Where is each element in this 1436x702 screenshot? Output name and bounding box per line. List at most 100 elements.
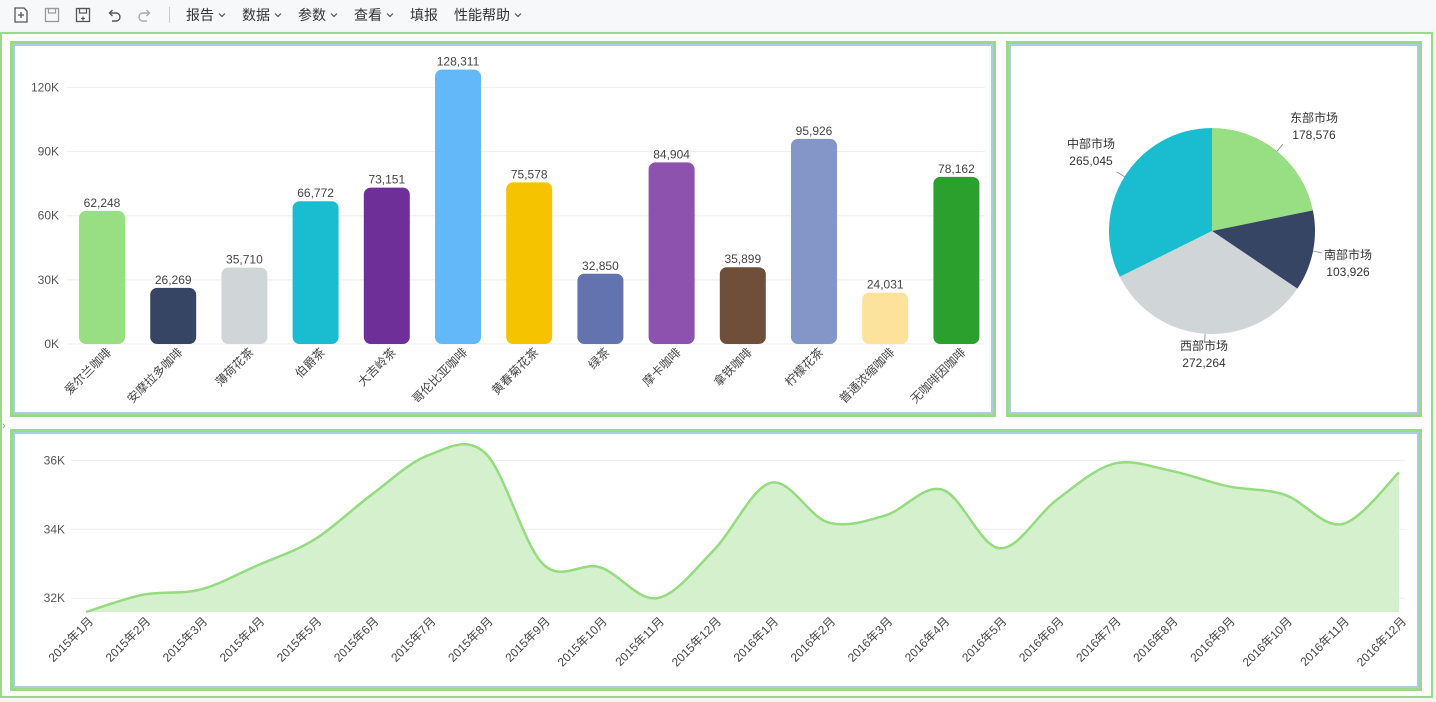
pie-chart-panel[interactable]: 东部市场 178,576 南部市场 103,926 西部市场 272,264 中部市场 265… xyxy=(1006,41,1422,417)
toolbar: 报告 数据 参数 查看 填报 性能帮助 xyxy=(0,0,1436,30)
chevron-down-icon xyxy=(218,13,226,18)
menu-fill-report[interactable]: 填报 xyxy=(410,7,438,23)
x-tick-label: 2016年1月 xyxy=(731,614,781,664)
pie-leader-line xyxy=(1312,250,1322,254)
x-tick-label: 2016年10月 xyxy=(1240,614,1295,669)
menu-report[interactable]: 报告 xyxy=(186,5,226,25)
x-tick-label: 2015年2月 xyxy=(103,614,153,664)
x-tick-label: 2015年6月 xyxy=(331,614,381,664)
bar-value-label: 24,031 xyxy=(867,278,904,292)
area-chart-panel[interactable]: 32K 34K 36K 2015年1月 2015年2月 2015年3月 2015年4月 201… xyxy=(10,429,1422,691)
bar-value-label: 66,772 xyxy=(297,186,334,200)
bar xyxy=(292,201,339,344)
bar-value-label: 75,578 xyxy=(511,167,548,181)
x-tick-label: 爱尔兰咖啡 xyxy=(61,345,114,398)
y-tick-label: 60K xyxy=(38,209,59,223)
save-as-icon[interactable] xyxy=(73,5,93,25)
x-tick-label: 2015年4月 xyxy=(217,614,267,664)
bar-value-label: 35,899 xyxy=(724,252,761,266)
bar-value-label: 62,248 xyxy=(84,196,121,210)
pie-slice xyxy=(1212,210,1315,289)
x-tick-label: 2016年3月 xyxy=(845,614,895,664)
pie-category-label: 西部市场 xyxy=(1180,338,1228,353)
bar xyxy=(506,182,553,344)
x-tick-label: 摩卡咖啡 xyxy=(639,345,684,390)
x-tick-label: 2015年8月 xyxy=(445,614,495,664)
chevron-down-icon xyxy=(514,13,522,18)
menu-parameters[interactable]: 参数 xyxy=(298,5,338,25)
bar-value-label: 78,162 xyxy=(938,162,975,176)
x-tick-label: 2015年10月 xyxy=(555,614,610,669)
x-tick-label: 2015年1月 xyxy=(46,614,96,664)
x-tick-label: 哥伦比亚咖啡 xyxy=(409,345,471,407)
menu-view[interactable]: 查看 xyxy=(354,5,394,25)
x-tick-label: 绿茶 xyxy=(585,345,613,373)
save-icon[interactable] xyxy=(42,5,62,25)
pie-slice xyxy=(1119,231,1298,335)
bar-value-label: 35,710 xyxy=(226,253,263,267)
x-tick-label: 2015年9月 xyxy=(502,614,552,664)
bar xyxy=(577,273,624,344)
x-tick-label: 2015年7月 xyxy=(388,614,438,664)
pie-value-label: 265,045 xyxy=(1069,154,1113,168)
menu-data[interactable]: 数据 xyxy=(242,5,282,25)
x-tick-label: 柠檬花茶 xyxy=(782,345,827,390)
y-tick-label: 34K xyxy=(44,522,65,536)
pie-chart: 东部市场 178,576 南部市场 103,926 西部市场 272,264 中部市场 265… xyxy=(1067,110,1372,370)
new-report-icon[interactable] xyxy=(11,5,31,25)
x-tick-label: 2016年7月 xyxy=(1073,614,1123,664)
pie-leader-line xyxy=(1204,333,1206,343)
chevron-down-icon xyxy=(274,13,282,18)
pie-category-label: 东部市场 xyxy=(1290,110,1338,125)
x-tick-label: 2015年11月 xyxy=(612,614,667,669)
x-tick-label: 大吉岭茶 xyxy=(354,345,399,390)
x-tick-label: 2016年8月 xyxy=(1130,614,1180,664)
bar-chart-panel[interactable]: 0K 30K 60K 90K 120K 62,248 爱尔兰咖啡 26,269 安摩拉多咖啡 35… xyxy=(10,41,996,417)
x-tick-label: 拿铁咖啡 xyxy=(710,345,755,390)
y-tick-label: 0K xyxy=(44,337,59,351)
undo-icon[interactable] xyxy=(104,5,124,25)
y-tick-label: 36K xyxy=(44,453,65,467)
pie-slice xyxy=(1109,128,1212,277)
bar xyxy=(221,267,268,344)
bar xyxy=(719,267,766,344)
chevron-right-icon[interactable]: › xyxy=(2,420,6,432)
x-tick-label: 2015年3月 xyxy=(160,614,210,664)
menu-performance-help[interactable]: 性能帮助 xyxy=(454,5,522,25)
pie-value-label: 272,264 xyxy=(1182,356,1226,370)
bar xyxy=(435,69,481,344)
x-tick-label: 无咖啡因咖啡 xyxy=(907,345,969,407)
pie-slice xyxy=(1212,128,1313,231)
y-tick-label: 30K xyxy=(38,273,59,287)
chevron-down-icon xyxy=(330,13,338,18)
pie-value-label: 178,576 xyxy=(1292,128,1336,142)
y-tick-label: 90K xyxy=(38,145,59,159)
bar-value-label: 73,151 xyxy=(368,173,405,187)
redo-icon[interactable] xyxy=(135,5,155,25)
y-tick-label: 32K xyxy=(44,591,65,605)
x-tick-label: 2016年9月 xyxy=(1187,614,1237,664)
pie-value-label: 103,926 xyxy=(1326,265,1370,279)
pie-category-label: 中部市场 xyxy=(1067,136,1115,151)
x-tick-label: 伯爵茶 xyxy=(292,345,328,381)
chevron-down-icon xyxy=(386,13,394,18)
x-tick-label: 2016年12月 xyxy=(1354,614,1409,669)
x-tick-label: 2016年6月 xyxy=(1016,614,1066,664)
bar-value-label: 84,904 xyxy=(653,147,690,161)
x-tick-label: 2016年11月 xyxy=(1297,614,1352,669)
x-tick-label: 2016年5月 xyxy=(959,614,1009,664)
bar-value-label: 128,311 xyxy=(437,55,480,69)
x-tick-label: 安摩拉多咖啡 xyxy=(124,345,186,407)
bar-chart: 0K 30K 60K 90K 120K 62,248 爱尔兰咖啡 26,269 安摩拉多咖啡 35… xyxy=(31,55,985,407)
x-tick-label: 普通浓缩咖啡 xyxy=(836,345,898,407)
bar xyxy=(363,187,410,344)
pie-category-label: 南部市场 xyxy=(1324,247,1372,262)
bar-value-label: 26,269 xyxy=(155,273,192,287)
x-tick-label: 2015年5月 xyxy=(274,614,324,664)
y-tick-label: 120K xyxy=(31,80,59,94)
x-tick-label: 薄荷花茶 xyxy=(212,345,257,390)
bar xyxy=(862,292,909,344)
bar xyxy=(150,287,197,344)
x-tick-label: 2016年4月 xyxy=(902,614,952,664)
